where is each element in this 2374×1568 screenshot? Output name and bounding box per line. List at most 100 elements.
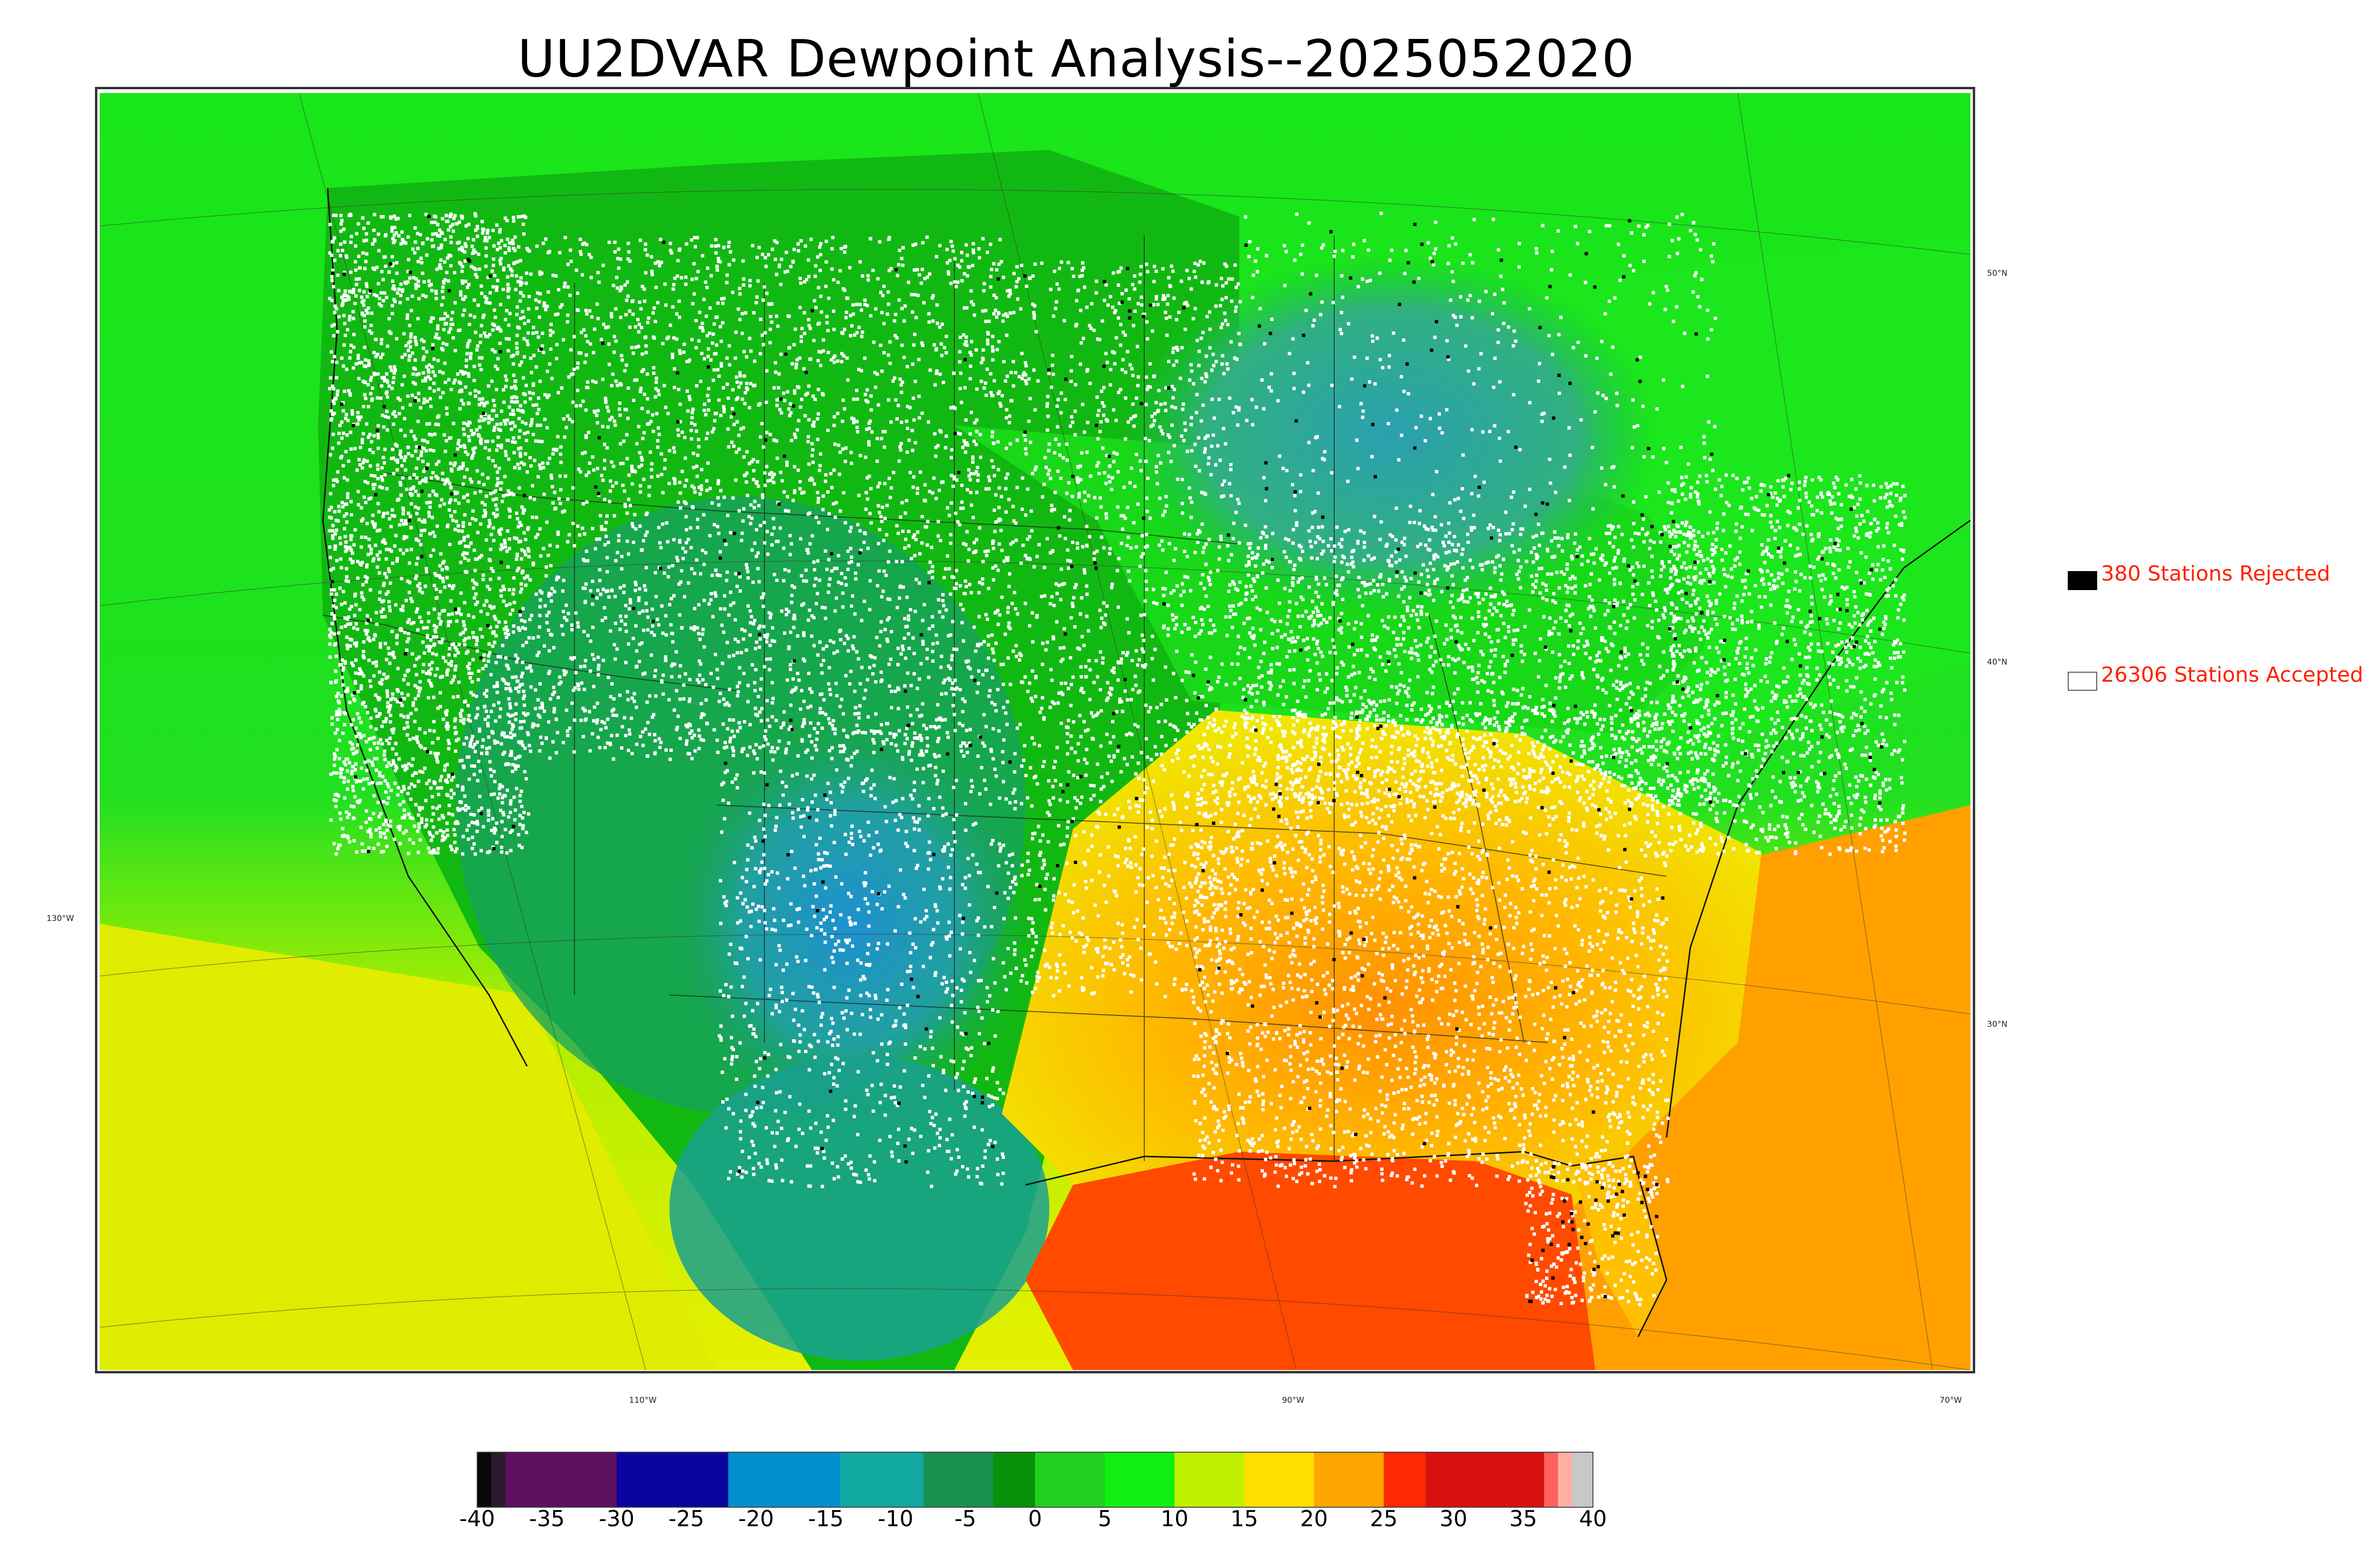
station-accepted-marker [696, 270, 700, 273]
station-accepted-marker [488, 291, 492, 295]
station-accepted-marker [499, 543, 503, 547]
station-accepted-marker [492, 703, 496, 707]
station-accepted-marker [765, 465, 769, 469]
station-accepted-marker [897, 263, 901, 266]
station-accepted-marker [364, 358, 367, 362]
station-accepted-marker [360, 295, 363, 299]
station-accepted-marker [457, 501, 461, 505]
station-accepted-marker [654, 595, 658, 599]
station-accepted-marker [408, 403, 412, 407]
station-accepted-marker [431, 370, 435, 374]
station-accepted-marker [622, 591, 626, 594]
station-accepted-marker [583, 708, 587, 712]
station-accepted-marker [377, 557, 381, 561]
station-accepted-marker [698, 673, 702, 677]
station-accepted-marker [750, 516, 754, 520]
station-accepted-marker [549, 632, 553, 636]
station-accepted-marker [931, 649, 934, 653]
station-accepted-marker [355, 734, 358, 738]
station-accepted-marker [428, 397, 432, 401]
station-accepted-marker [879, 343, 883, 347]
station-accepted-marker [783, 631, 786, 635]
station-accepted-marker [690, 416, 694, 420]
station-accepted-marker [838, 704, 842, 708]
station-accepted-marker [381, 413, 385, 417]
station-accepted-marker [529, 272, 533, 276]
station-accepted-marker [969, 289, 973, 293]
station-accepted-marker [800, 335, 803, 338]
station-accepted-marker [742, 507, 746, 511]
station-accepted-marker [341, 432, 345, 435]
station-accepted-marker [635, 378, 639, 382]
station-accepted-marker [720, 297, 724, 300]
station-accepted-marker [937, 737, 941, 741]
station-accepted-marker [513, 235, 517, 239]
station-accepted-marker [425, 237, 429, 241]
station-accepted-marker [480, 472, 484, 476]
station-accepted-marker [931, 294, 935, 298]
station-accepted-marker [329, 453, 332, 457]
station-accepted-marker [361, 251, 365, 255]
station-accepted-marker [886, 560, 890, 564]
station-accepted-marker [630, 464, 634, 468]
station-accepted-marker [807, 435, 810, 439]
station-accepted-marker [722, 386, 725, 390]
station-accepted-marker [716, 244, 720, 247]
station-accepted-marker [349, 241, 353, 244]
station-accepted-marker [343, 240, 347, 244]
station-accepted-marker [565, 320, 569, 324]
station-accepted-marker [493, 741, 497, 745]
station-accepted-marker [409, 332, 413, 336]
station-accepted-marker [367, 658, 371, 662]
station-accepted-marker [669, 597, 673, 601]
station-accepted-marker [443, 322, 447, 326]
station-accepted-marker [523, 694, 526, 698]
station-accepted-marker [526, 470, 529, 474]
station-accepted-marker [661, 692, 665, 696]
station-accepted-marker [806, 392, 810, 395]
station-accepted-marker [841, 750, 845, 753]
station-accepted-marker [468, 323, 471, 326]
station-accepted-marker [518, 794, 522, 798]
station-accepted-marker [462, 717, 466, 721]
station-accepted-marker [518, 590, 522, 594]
station-accepted-marker [443, 433, 446, 437]
station-accepted-marker [827, 591, 830, 594]
station-accepted-marker [832, 360, 836, 364]
station-accepted-marker [462, 623, 466, 627]
station-accepted-marker [827, 583, 831, 587]
station-accepted-marker [950, 501, 953, 505]
station-accepted-marker [387, 317, 391, 320]
station-accepted-marker [390, 508, 394, 512]
station-accepted-marker [748, 337, 752, 340]
station-accepted-marker [645, 609, 649, 613]
station-accepted-marker [688, 395, 691, 398]
station-accepted-marker [341, 590, 345, 593]
station-accepted-marker [465, 468, 469, 471]
station-accepted-marker [451, 518, 455, 522]
station-accepted-marker [529, 669, 533, 673]
station-accepted-marker [716, 301, 720, 305]
station-accepted-marker [391, 237, 395, 241]
station-accepted-marker [723, 594, 726, 598]
station-accepted-marker [428, 283, 432, 287]
station-accepted-marker [771, 247, 774, 251]
station-accepted-marker [925, 657, 929, 660]
station-accepted-marker [816, 559, 820, 563]
station-accepted-marker [772, 472, 776, 476]
station-accepted-marker [824, 549, 828, 553]
station-accepted-marker [336, 519, 340, 523]
station-accepted-marker [773, 361, 777, 365]
station-accepted-marker [707, 387, 711, 391]
station-accepted-marker [620, 619, 623, 623]
station-accepted-marker [994, 564, 998, 568]
station-accepted-marker [625, 457, 629, 460]
station-accepted-marker [372, 228, 376, 232]
station-accepted-marker [568, 248, 572, 252]
station-accepted-marker [787, 346, 791, 350]
station-accepted-marker [506, 713, 510, 716]
station-accepted-marker [775, 540, 779, 543]
station-accepted-marker [495, 507, 499, 511]
station-accepted-marker [941, 599, 945, 602]
station-accepted-marker [914, 538, 918, 541]
